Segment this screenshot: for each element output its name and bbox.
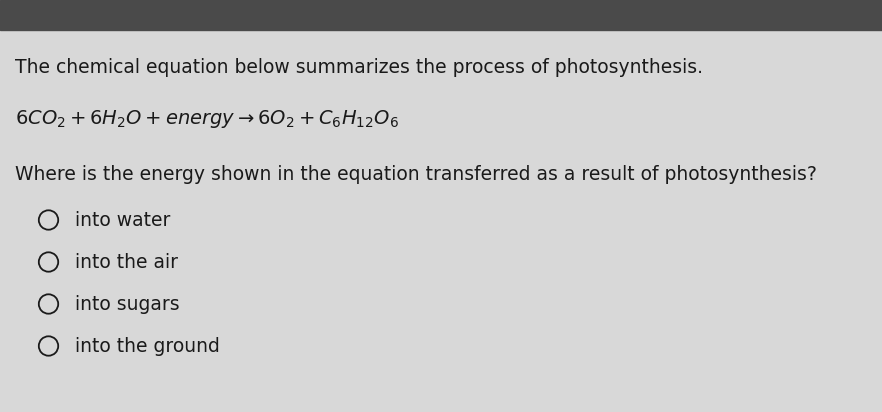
Text: into the air: into the air: [75, 253, 178, 272]
Text: into sugars: into sugars: [75, 295, 180, 314]
Text: into water: into water: [75, 211, 170, 229]
Bar: [0, 0, 882, 30]
Text: The chemical equation below summarizes the process of photosynthesis.: The chemical equation below summarizes t…: [15, 58, 703, 77]
Text: $6CO_2 + 6H_2O + energy \rightarrow 6O_2 + C_6H_{12}O_6$: $6CO_2 + 6H_2O + energy \rightarrow 6O_2…: [15, 108, 399, 130]
Text: Where is the energy shown in the equation transferred as a result of photosynthe: Where is the energy shown in the equatio…: [15, 165, 817, 184]
Text: into the ground: into the ground: [75, 337, 220, 356]
